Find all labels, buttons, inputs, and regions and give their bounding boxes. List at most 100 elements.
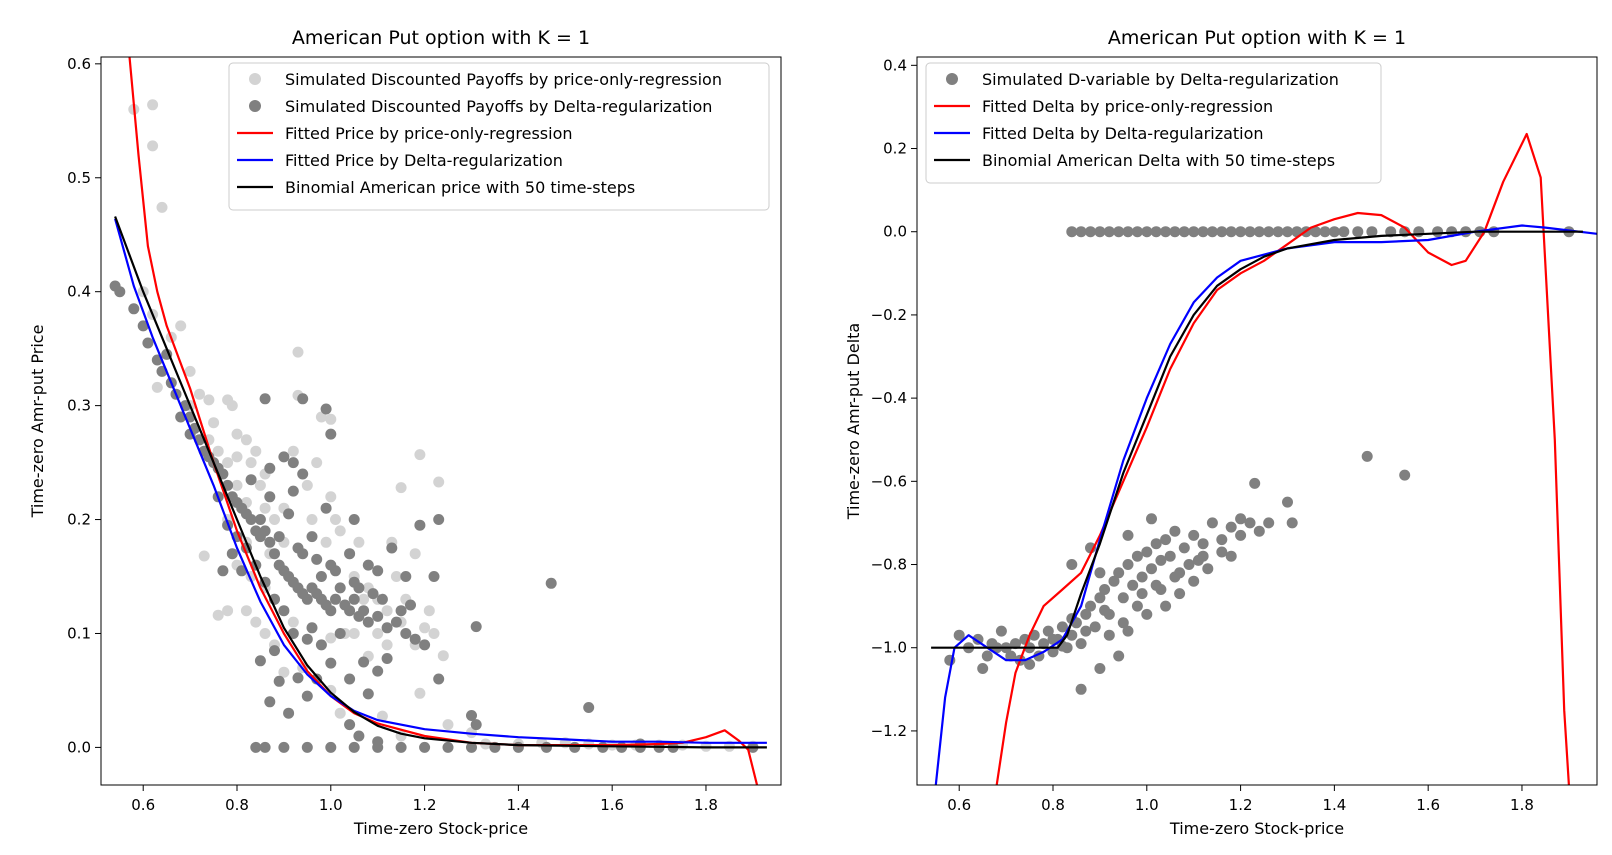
- scatter-point: [372, 610, 384, 622]
- scatter-point: [1094, 663, 1106, 674]
- legend: Simulated Discounted Payoffs by price-on…: [228, 62, 770, 211]
- y-axis-label: Time-zero Amr-put Delta: [844, 323, 863, 520]
- scatter-point: [1253, 226, 1265, 238]
- plot-area: [109, 57, 767, 785]
- scatter-point: [1206, 226, 1218, 238]
- scatter-point: [442, 719, 454, 731]
- scatter-point: [212, 609, 224, 621]
- scatter-point: [1141, 226, 1153, 238]
- scatter-point: [1310, 226, 1322, 238]
- scatter-point: [259, 741, 271, 753]
- scatter-point: [222, 457, 234, 469]
- scatter-point: [315, 411, 327, 423]
- scatter-point: [1024, 658, 1036, 670]
- scatter-point: [245, 514, 257, 525]
- y-tick-label: 0.0: [883, 223, 907, 241]
- scatter-point: [437, 650, 449, 662]
- scatter-point: [344, 548, 356, 560]
- x-tick-label: 0.8: [1041, 796, 1065, 814]
- scatter-point: [545, 577, 557, 589]
- scatter-point: [1127, 579, 1139, 591]
- legend-label: Fitted Price by Delta-regularization: [285, 151, 563, 170]
- x-axis-label: Time-zero Stock-price: [353, 819, 528, 838]
- scatter-point: [1122, 559, 1134, 570]
- x-tick-label: 1.8: [694, 796, 718, 814]
- scatter-point: [254, 479, 266, 491]
- x-tick-label: 0.8: [225, 796, 249, 814]
- scatter-point: [1141, 546, 1153, 558]
- scatter-point: [306, 622, 318, 634]
- scatter-point: [208, 417, 220, 429]
- scatter-point: [1178, 226, 1190, 238]
- scatter-point: [1188, 529, 1200, 541]
- scatter-point: [466, 741, 477, 753]
- scatter-point: [301, 741, 313, 753]
- scatter-point: [348, 628, 360, 639]
- scatter-point: [348, 741, 360, 753]
- scatter-point: [287, 445, 299, 457]
- scatter-point: [995, 625, 1007, 637]
- scatter-point: [470, 621, 482, 633]
- scatter-point: [273, 531, 285, 543]
- scatter-point: [1319, 226, 1331, 238]
- scatter-point: [320, 502, 332, 514]
- scatter-point: [1225, 521, 1237, 533]
- legend-label: Simulated Discounted Payoffs by price-on…: [285, 70, 722, 89]
- scatter-point: [1141, 608, 1153, 620]
- scatter-point: [1160, 534, 1172, 546]
- x-tick-label: 1.2: [1229, 796, 1253, 814]
- scatter-point: [1249, 477, 1261, 489]
- y-tick-label: −0.4: [871, 389, 907, 407]
- scatter-point: [198, 550, 210, 562]
- scatter-point: [325, 632, 337, 644]
- scatter-point: [306, 531, 318, 543]
- scatter-point: [320, 403, 332, 415]
- scatter-point: [986, 638, 998, 650]
- scatter-point: [287, 616, 299, 628]
- scatter-point: [217, 565, 229, 577]
- scatter-point: [184, 365, 196, 377]
- scatter-point: [1366, 226, 1378, 238]
- scatter-point: [1122, 625, 1134, 637]
- scatter-point: [109, 280, 121, 292]
- scatter-point: [264, 696, 276, 708]
- scatter-point: [1235, 529, 1247, 541]
- scatter-point: [315, 571, 327, 582]
- scatter-point: [1047, 646, 1059, 658]
- scatter-point: [1282, 496, 1293, 508]
- legend-marker: [249, 100, 261, 112]
- scatter-point: [1216, 534, 1228, 546]
- scatter-point: [1206, 517, 1218, 529]
- y-tick-label: −1.0: [871, 639, 907, 657]
- scatter-point: [264, 462, 276, 474]
- scatter-point: [1155, 554, 1167, 566]
- legend-label: Simulated D-variable by Delta-regulariza…: [982, 70, 1339, 89]
- x-tick-label: 0.6: [131, 796, 155, 814]
- scatter-point: [142, 337, 154, 349]
- scatter-point: [1080, 608, 1092, 620]
- scatter-point: [376, 593, 388, 605]
- scatter-point: [273, 675, 285, 687]
- scatter-point: [428, 571, 440, 582]
- scatter-point: [325, 428, 337, 440]
- x-tick-label: 1.4: [506, 796, 530, 814]
- scatter-point: [1263, 226, 1275, 238]
- legend-label: Fitted Price by price-only-regression: [285, 124, 573, 143]
- scatter-point: [1103, 629, 1115, 641]
- scatter-point: [240, 605, 252, 617]
- scatter-point: [419, 639, 431, 651]
- scatter-point: [278, 666, 290, 678]
- scatter-point: [250, 616, 262, 628]
- line-series-3: [931, 230, 1583, 649]
- scatter-point: [381, 605, 393, 617]
- scatter-point: [1155, 584, 1167, 595]
- scatter-point: [264, 536, 276, 548]
- scatter-point: [301, 479, 313, 491]
- scatter-point: [1361, 450, 1373, 462]
- scatter-point: [147, 99, 159, 111]
- scatter-point: [245, 474, 257, 486]
- scatter-point: [1117, 592, 1129, 604]
- scatter-point: [1160, 600, 1172, 612]
- scatter-point: [1103, 226, 1115, 238]
